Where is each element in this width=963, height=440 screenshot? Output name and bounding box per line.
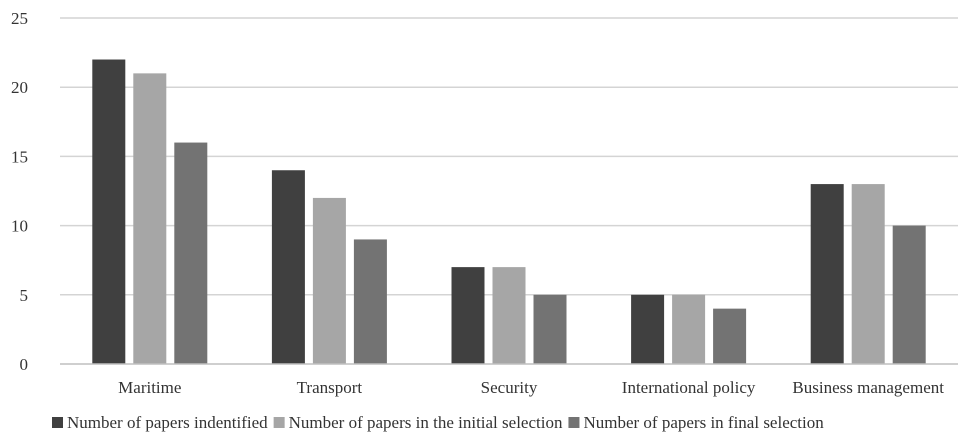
bar	[492, 267, 526, 364]
bar	[353, 239, 387, 364]
legend-swatch	[52, 417, 63, 428]
legend-label: Number of papers in final selection	[583, 413, 824, 432]
y-tick-label: 0	[20, 355, 29, 374]
y-tick-label: 20	[11, 78, 28, 97]
bar	[810, 184, 844, 364]
bar	[851, 184, 885, 364]
x-category-label: Business management	[792, 378, 944, 397]
bar	[174, 142, 208, 364]
bar	[631, 294, 665, 364]
legend: Number of papers indentified Number of pa…	[52, 413, 824, 432]
bar	[713, 308, 747, 364]
x-category-label: International policy	[622, 378, 756, 397]
bar	[133, 73, 167, 365]
x-category-label: Maritime	[118, 378, 181, 397]
bar	[312, 197, 346, 364]
bar	[271, 170, 305, 364]
bar	[892, 225, 926, 364]
legend-swatch	[273, 417, 285, 428]
legend-label: Number of papers indentified	[67, 413, 268, 432]
bar	[92, 59, 126, 365]
gridlines	[60, 17, 958, 296]
bar	[533, 294, 567, 364]
x-category-label: Security	[481, 378, 538, 397]
bar	[451, 267, 485, 364]
y-tick-label: 10	[11, 217, 28, 236]
legend-label: Number of papers in the initial selectio…	[289, 413, 563, 432]
x-category-label: Transport	[297, 378, 363, 397]
y-tick-label: 25	[11, 9, 28, 28]
legend-swatch	[568, 417, 580, 428]
y-axis-ticks: 0 5 10 15 20 25	[11, 9, 28, 374]
x-axis-categories: Maritime Transport Security International p…	[118, 378, 944, 397]
bars	[92, 59, 926, 365]
y-tick-label: 5	[20, 286, 29, 305]
y-tick-label: 15	[11, 147, 28, 166]
bar	[672, 294, 706, 364]
